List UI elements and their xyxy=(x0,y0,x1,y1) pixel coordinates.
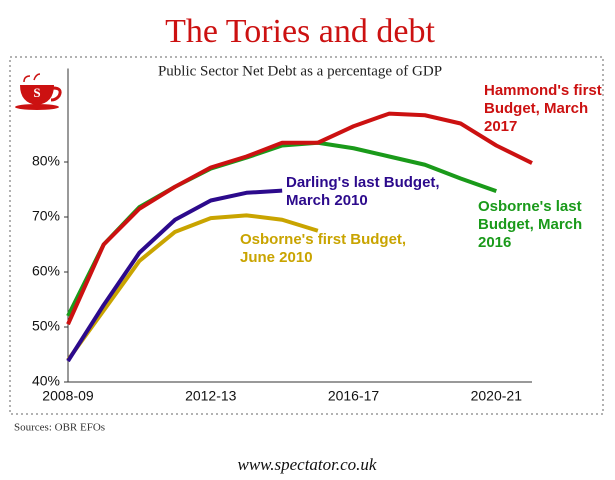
footer: www.spectator.co.uk xyxy=(238,455,377,474)
series-label: Darling's last Budget, March 2010 xyxy=(286,174,440,209)
plot-area: 40% 50% 60% 70% 80% 2008-09 2012-13 2016-17 2020… xyxy=(32,68,533,404)
source: Sources: OBR EFOs xyxy=(14,422,105,434)
frame xyxy=(9,56,604,415)
x-tick-label: 2020-21 xyxy=(471,388,523,404)
x-tick-label: 2008-09 xyxy=(42,388,94,404)
series-line xyxy=(66,140,497,317)
series-line xyxy=(66,111,533,326)
subtitle: Public Sector Net Debt as a percentage o… xyxy=(158,63,442,79)
x-tick-label: 2012-13 xyxy=(185,388,237,404)
series-line xyxy=(66,213,319,362)
series-line xyxy=(66,188,283,363)
y-tick-label: 40% xyxy=(32,373,60,389)
y-tick-label: 70% xyxy=(32,208,60,224)
y-tick-label: 50% xyxy=(32,318,60,334)
series-label: Osborne's last Budget, March 2016 xyxy=(478,198,583,251)
y-tick-label: 80% xyxy=(32,153,60,169)
x-tick-label: 2016-17 xyxy=(328,388,380,404)
y-tick-label: 60% xyxy=(32,263,60,279)
chart-title: The Tories and debt xyxy=(165,13,435,50)
teacup-icon: S xyxy=(15,73,62,110)
svg-text:S: S xyxy=(33,85,40,100)
series-label: Hammond's first Budget, March 2017 xyxy=(484,82,602,135)
series-label: Osborne's first Budget, June 2010 xyxy=(240,231,407,266)
